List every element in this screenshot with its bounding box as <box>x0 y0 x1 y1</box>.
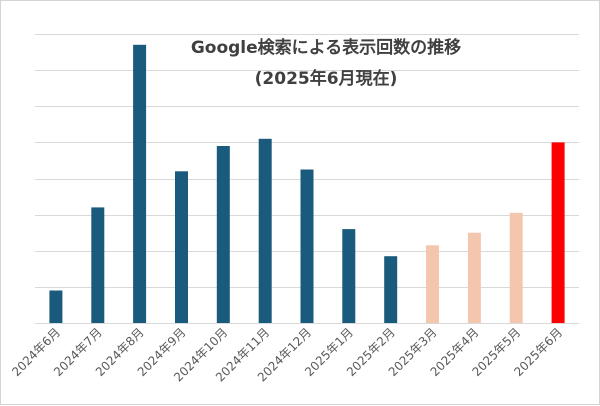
chart-title: Google検索による表示回数の推移 <box>191 37 461 58</box>
bar <box>342 229 356 323</box>
bar <box>258 138 272 323</box>
bar <box>509 212 523 323</box>
bar <box>300 169 314 323</box>
bar <box>91 207 105 323</box>
bar <box>426 245 439 323</box>
chart-subtitle: (2025年6月現在) <box>255 68 398 89</box>
x-tick-labels: 2024年6月2024年7月2024年8月2024年9月2024年10月2024… <box>9 325 565 384</box>
bar <box>133 44 147 324</box>
bar <box>384 256 398 323</box>
bars <box>49 44 565 324</box>
bar <box>49 290 63 323</box>
bar <box>216 146 230 323</box>
bar <box>551 142 565 323</box>
bar <box>467 232 481 323</box>
bar <box>175 171 188 323</box>
